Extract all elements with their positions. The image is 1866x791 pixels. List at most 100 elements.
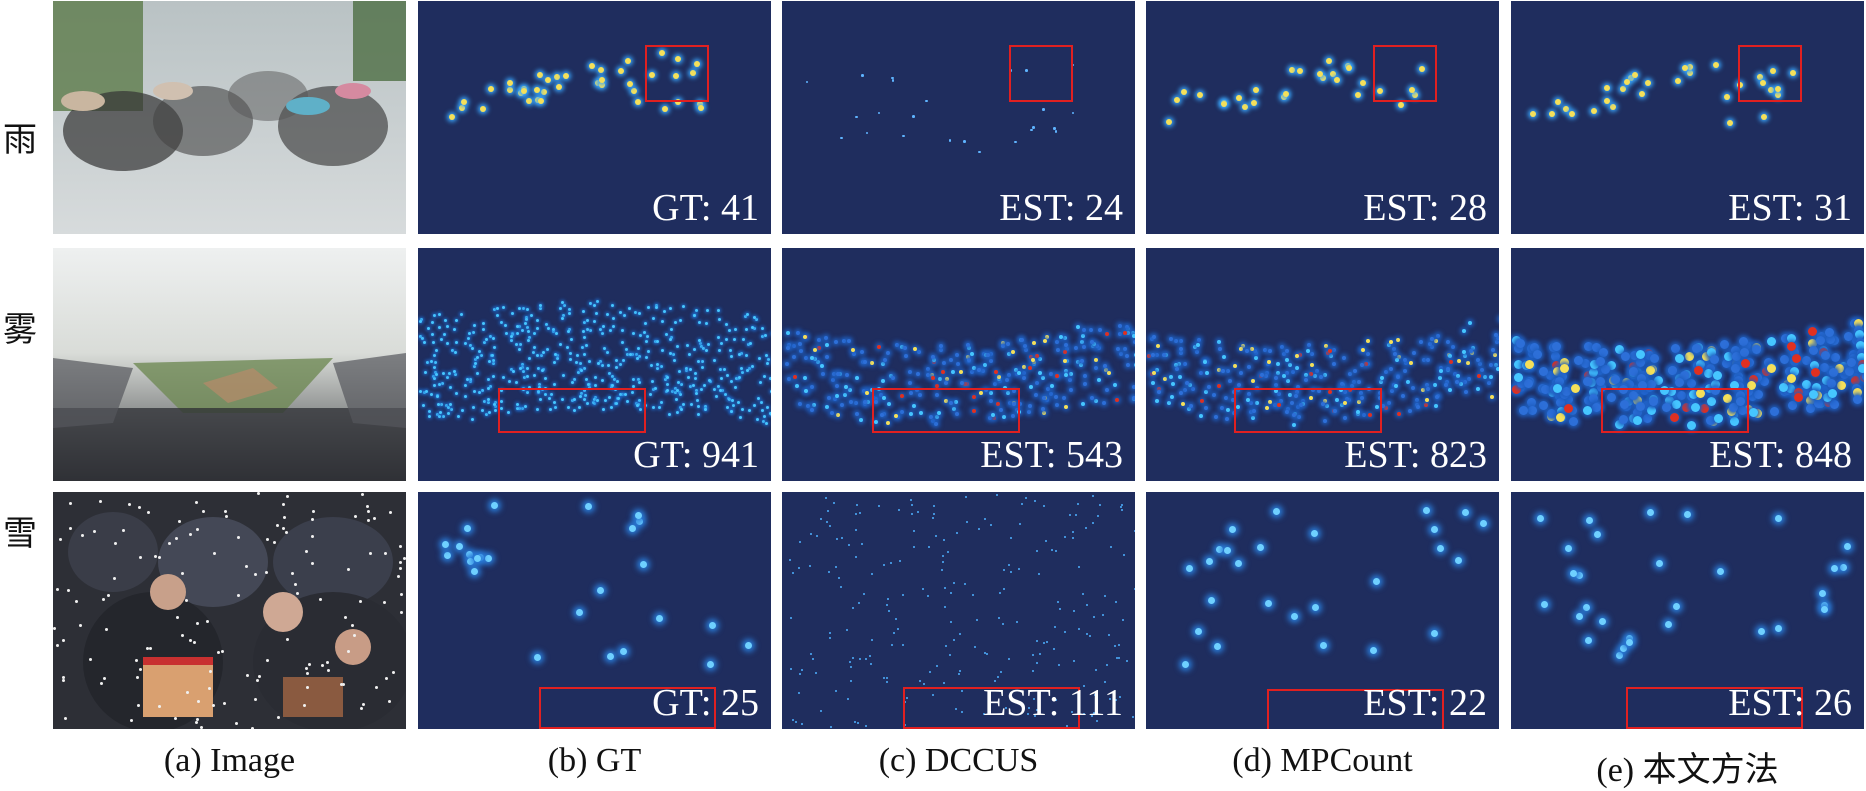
density-dot (854, 512, 857, 515)
density-dot (1195, 628, 1203, 636)
density-dot (637, 354, 641, 358)
fog-dccus-highlight-box (872, 388, 1020, 433)
density-dot (442, 541, 450, 549)
density-dot (136, 704, 140, 708)
density-dot (635, 352, 639, 356)
density-dot (647, 305, 651, 309)
density-dot (751, 326, 755, 330)
density-dot (1294, 366, 1299, 371)
density-dot (1034, 499, 1037, 502)
density-dot (208, 669, 212, 673)
density-dot (539, 307, 543, 311)
density-dot (673, 358, 677, 362)
density-dot (983, 388, 988, 393)
density-dot (981, 352, 986, 357)
density-dot (1107, 634, 1110, 637)
density-dot (1738, 336, 1748, 346)
density-dot (624, 347, 628, 351)
density-dot (1637, 381, 1647, 391)
density-dot (1035, 550, 1038, 553)
density-dot (803, 388, 808, 393)
density-dot (1193, 344, 1198, 349)
density-dot (1149, 336, 1154, 341)
density-dot (1846, 357, 1856, 367)
density-dot (1844, 542, 1852, 550)
density-dot (762, 420, 766, 424)
density-dot (1396, 412, 1401, 417)
density-dot (712, 359, 716, 363)
density-dot (1451, 345, 1456, 350)
density-dot (536, 407, 540, 411)
density-dot (1426, 357, 1431, 362)
density-dot (437, 325, 441, 329)
density-dot (631, 88, 638, 95)
snow-dccus-density (782, 492, 1135, 729)
density-dot (877, 344, 882, 349)
density-dot (154, 554, 158, 558)
density-dot (1280, 344, 1285, 349)
density-dot (1644, 351, 1654, 361)
density-dot (438, 383, 442, 387)
density-dot (369, 552, 373, 556)
density-dot (634, 310, 638, 314)
density-dot (1014, 407, 1019, 412)
density-dot (1418, 65, 1425, 72)
density-dot (704, 321, 708, 325)
density-dot (1328, 390, 1333, 395)
density-dot (885, 677, 888, 680)
snow-ours-map: EST: 26 (1511, 492, 1864, 729)
density-dot (1291, 412, 1296, 417)
density-dot (1731, 351, 1741, 361)
density-dot (1850, 365, 1860, 375)
density-dot (1191, 386, 1196, 391)
density-dot (734, 385, 738, 389)
density-dot (1260, 372, 1265, 377)
density-dot (1273, 376, 1278, 381)
density-dot (617, 397, 621, 401)
density-dot (431, 332, 435, 336)
density-dot (450, 408, 454, 412)
density-dot (1092, 712, 1095, 715)
density-dot (1284, 358, 1289, 363)
density-dot (907, 380, 912, 385)
density-dot (294, 582, 298, 586)
density-dot (709, 622, 717, 630)
density-dot (1735, 391, 1745, 401)
density-dot (650, 379, 654, 383)
density-dot (442, 333, 446, 337)
density-dot (1840, 564, 1848, 572)
density-dot (720, 376, 724, 380)
density-dot (1018, 567, 1021, 570)
density-dot (609, 386, 613, 390)
density-dot (1295, 384, 1300, 389)
density-dot (609, 328, 613, 332)
density-dot (1454, 557, 1462, 565)
density-dot (520, 407, 524, 411)
density-dot (570, 338, 574, 342)
density-dot (1749, 375, 1759, 385)
density-dot (842, 392, 847, 397)
density-dot (400, 592, 404, 596)
density-dot (1664, 621, 1672, 629)
density-dot (1494, 339, 1499, 344)
density-dot (1053, 127, 1056, 130)
density-dot (1373, 578, 1381, 586)
density-dot (1706, 347, 1716, 357)
density-dot (944, 399, 949, 404)
density-dot (765, 422, 769, 426)
density-dot (265, 571, 269, 575)
density-dot (1636, 402, 1646, 412)
density-dot (1285, 370, 1290, 375)
density-dot (1647, 509, 1655, 517)
density-dot (725, 373, 729, 377)
density-dot (548, 396, 552, 400)
density-dot (1356, 380, 1361, 385)
density-dot (290, 571, 294, 575)
density-dot (659, 50, 666, 56)
density-dot (472, 365, 476, 369)
density-dot (935, 664, 938, 667)
density-dot (1093, 399, 1098, 404)
density-dot (1729, 411, 1739, 421)
density-dot (874, 397, 879, 401)
density-dot (679, 408, 683, 412)
